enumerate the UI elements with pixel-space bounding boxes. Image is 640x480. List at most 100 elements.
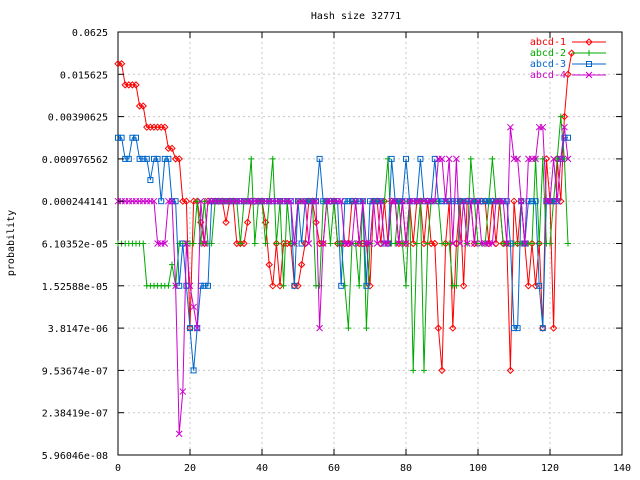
y-tick-label: 1.52588e-05 [42, 282, 108, 293]
data-point [395, 239, 403, 248]
data-point [482, 198, 489, 205]
data-point [529, 240, 535, 247]
data-point [467, 197, 475, 205]
data-point [536, 282, 543, 289]
data-point [291, 240, 298, 247]
x-tick-label: 100 [469, 463, 487, 474]
data-point [143, 155, 150, 162]
data-point [399, 197, 406, 205]
data-point [269, 155, 276, 162]
data-point [117, 60, 126, 68]
data-point [356, 282, 363, 289]
data-point [133, 134, 139, 141]
data-point [547, 240, 553, 247]
data-point [345, 198, 352, 205]
data-point [449, 198, 456, 205]
data-point [176, 282, 183, 289]
data-point [421, 367, 427, 374]
data-point [172, 198, 179, 205]
y-axis: 0.0625 0.015625 0.00390625 0.000976562 0.000… [42, 28, 622, 462]
chart-title: Hash size 32771 [311, 11, 401, 22]
data-point [410, 367, 417, 374]
data-point [190, 367, 197, 374]
data-point [190, 303, 197, 311]
y-tick-label: 6.10352e-05 [42, 240, 108, 251]
data-point [187, 325, 193, 332]
data-point [150, 197, 158, 205]
data-point [251, 240, 258, 247]
series-group [114, 49, 576, 438]
data-point [402, 240, 410, 247]
data-point [521, 240, 529, 247]
data-point [363, 325, 370, 332]
data-point [449, 240, 457, 247]
data-point [403, 282, 409, 289]
data-point [345, 325, 352, 332]
data-point [506, 366, 515, 375]
data-point [183, 240, 190, 247]
data-point [327, 240, 334, 247]
data-point [197, 197, 205, 205]
data-point [276, 282, 284, 290]
data-point [511, 325, 517, 332]
series-line [118, 126, 569, 434]
data-point [431, 197, 439, 205]
data-point [374, 198, 381, 205]
data-point [172, 282, 179, 290]
data-point [312, 218, 320, 227]
data-point [161, 155, 168, 162]
legend-label: abcd-3 [530, 59, 566, 70]
data-point [471, 198, 478, 205]
series-abcd-4 [114, 123, 572, 438]
data-point [446, 198, 453, 205]
data-point [341, 198, 348, 205]
data-point [531, 282, 540, 290]
y-tick-label: 2.38419e-07 [42, 409, 108, 420]
data-point [459, 282, 468, 290]
data-point [431, 155, 438, 162]
data-point [557, 113, 564, 120]
data-point [186, 282, 194, 290]
data-point [464, 198, 471, 205]
data-point [222, 218, 230, 227]
data-point [438, 366, 446, 375]
data-point [158, 198, 165, 205]
data-point [319, 240, 327, 247]
data-point [564, 70, 572, 79]
data-point [125, 155, 132, 162]
y-tick-label: 3.8147e-06 [48, 324, 108, 335]
data-point [471, 240, 478, 247]
y-tick-label: 0.00390625 [48, 113, 108, 124]
y-axis-label: probability [6, 210, 17, 276]
data-point [280, 282, 287, 289]
legend-label: abcd-4 [530, 70, 566, 81]
data-point [294, 282, 302, 290]
data-point [237, 240, 244, 247]
data-point [499, 197, 507, 205]
data-point [561, 134, 568, 141]
data-point [456, 240, 464, 247]
data-point [507, 123, 514, 131]
data-point [550, 198, 557, 205]
data-point [525, 198, 532, 205]
data-point [503, 240, 511, 247]
data-point [265, 260, 273, 269]
data-point [381, 198, 388, 205]
data-point [338, 282, 345, 289]
data-point [453, 282, 460, 289]
y-tick-label: 0.015625 [60, 70, 108, 81]
data-point [168, 144, 176, 153]
data-point [399, 240, 406, 247]
data-point [438, 155, 446, 163]
data-point [168, 197, 176, 205]
data-point [182, 197, 191, 205]
data-point [165, 282, 172, 289]
data-point [363, 282, 370, 289]
data-point [205, 282, 211, 289]
data-point [424, 240, 431, 247]
data-point [532, 155, 539, 163]
data-point [356, 198, 363, 205]
data-point [269, 282, 277, 290]
legend-label: abcd-2 [530, 48, 566, 59]
